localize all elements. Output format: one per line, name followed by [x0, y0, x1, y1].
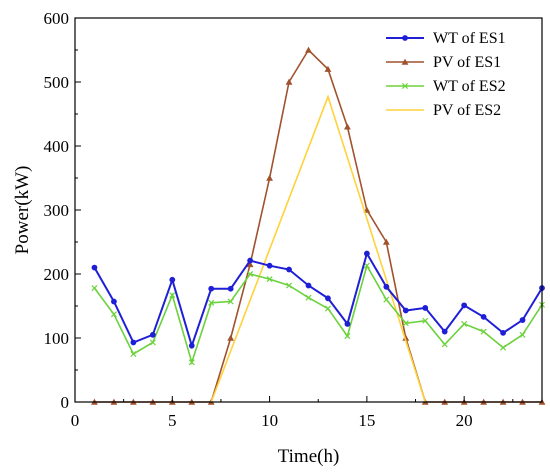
data-point: [461, 320, 468, 327]
data-point: [461, 302, 468, 309]
data-point: [305, 282, 312, 289]
data-point: [169, 276, 176, 283]
series-wt-of-es1: [91, 250, 545, 349]
data-point: [247, 270, 254, 278]
data-point: [188, 342, 195, 349]
data-point: [344, 321, 351, 327]
legend-entry: WT of ES1: [386, 30, 506, 47]
data-point: [149, 331, 156, 338]
y-tick-label: 0: [61, 393, 70, 412]
data-point: [149, 339, 156, 346]
x-tick-label: 5: [168, 411, 177, 430]
series-pv-of-es1: [91, 46, 546, 405]
data-point: [188, 359, 195, 366]
y-axis-title: Power(kW): [12, 166, 33, 255]
data-point: [305, 294, 312, 301]
data-point: [266, 174, 273, 181]
data-point: [208, 285, 215, 292]
data-point: [266, 262, 273, 269]
legend-label: WT of ES2: [433, 78, 506, 95]
legend-entry: PV of ES2: [386, 102, 501, 119]
x-axis-title: Time(h): [278, 446, 340, 467]
y-tick-label: 500: [44, 73, 70, 92]
data-point: [111, 298, 117, 305]
data-point: [422, 317, 429, 324]
legend-entry: WT of ES2: [386, 78, 506, 95]
data-point: [227, 298, 234, 305]
legend-entry: PV of ES1: [386, 54, 501, 71]
data-point: [402, 320, 409, 327]
legend-label: WT of ES1: [433, 30, 506, 47]
data-point: [500, 329, 506, 336]
x-tick-label: 20: [456, 411, 473, 430]
data-point: [247, 257, 254, 264]
data-point: [246, 261, 254, 268]
data-point: [402, 334, 410, 341]
data-point: [383, 296, 390, 303]
data-point: [519, 317, 526, 323]
data-point: [402, 35, 408, 41]
series-line: [210, 94, 427, 403]
y-tick-label: 100: [44, 329, 70, 348]
data-point: [91, 264, 98, 271]
data-point: [325, 295, 331, 302]
data-point: [401, 82, 409, 90]
y-tick-label: 400: [44, 137, 70, 156]
data-point: [227, 334, 235, 341]
data-point: [480, 328, 487, 335]
legend-label: PV of ES2: [433, 102, 501, 119]
data-point: [480, 313, 487, 320]
data-point: [402, 307, 409, 314]
legend-label: PV of ES1: [433, 54, 501, 71]
data-point: [91, 285, 98, 292]
data-point: [363, 262, 370, 269]
data-point: [441, 341, 448, 348]
series-line: [93, 263, 543, 366]
series-pv-of-es2: [210, 94, 427, 403]
x-tick-label: 15: [358, 411, 375, 430]
data-point: [266, 276, 273, 283]
data-point: [286, 266, 292, 273]
data-point: [500, 344, 507, 351]
data-point: [344, 123, 351, 130]
data-point: [382, 238, 390, 245]
x-tick-label: 0: [71, 411, 80, 430]
data-point: [130, 339, 137, 346]
y-tick-label: 200: [44, 265, 70, 284]
data-point: [401, 58, 409, 65]
data-point: [285, 78, 293, 85]
y-tick-label: 600: [44, 9, 70, 28]
data-point: [519, 331, 526, 338]
data-point: [227, 285, 234, 292]
plot-area: [91, 46, 546, 405]
data-point: [344, 333, 351, 340]
data-point: [130, 350, 137, 358]
data-point: [324, 305, 331, 312]
series-line: [93, 250, 543, 349]
data-point: [110, 311, 117, 318]
data-point: [324, 65, 332, 72]
data-point: [208, 299, 215, 306]
legend: WT of ES1 PV of ES1 WT of ES2 PV of ES2: [386, 30, 506, 119]
data-point: [363, 250, 370, 257]
data-point: [441, 328, 448, 335]
data-point: [169, 292, 176, 299]
data-point: [286, 282, 293, 289]
data-point: [383, 283, 390, 290]
series-wt-of-es2: [91, 262, 546, 366]
data-point: [422, 305, 429, 311]
plot-frame: [74, 17, 543, 403]
y-tick-label: 300: [44, 201, 70, 220]
data-point: [305, 46, 312, 53]
x-tick-label: 10: [261, 411, 278, 430]
